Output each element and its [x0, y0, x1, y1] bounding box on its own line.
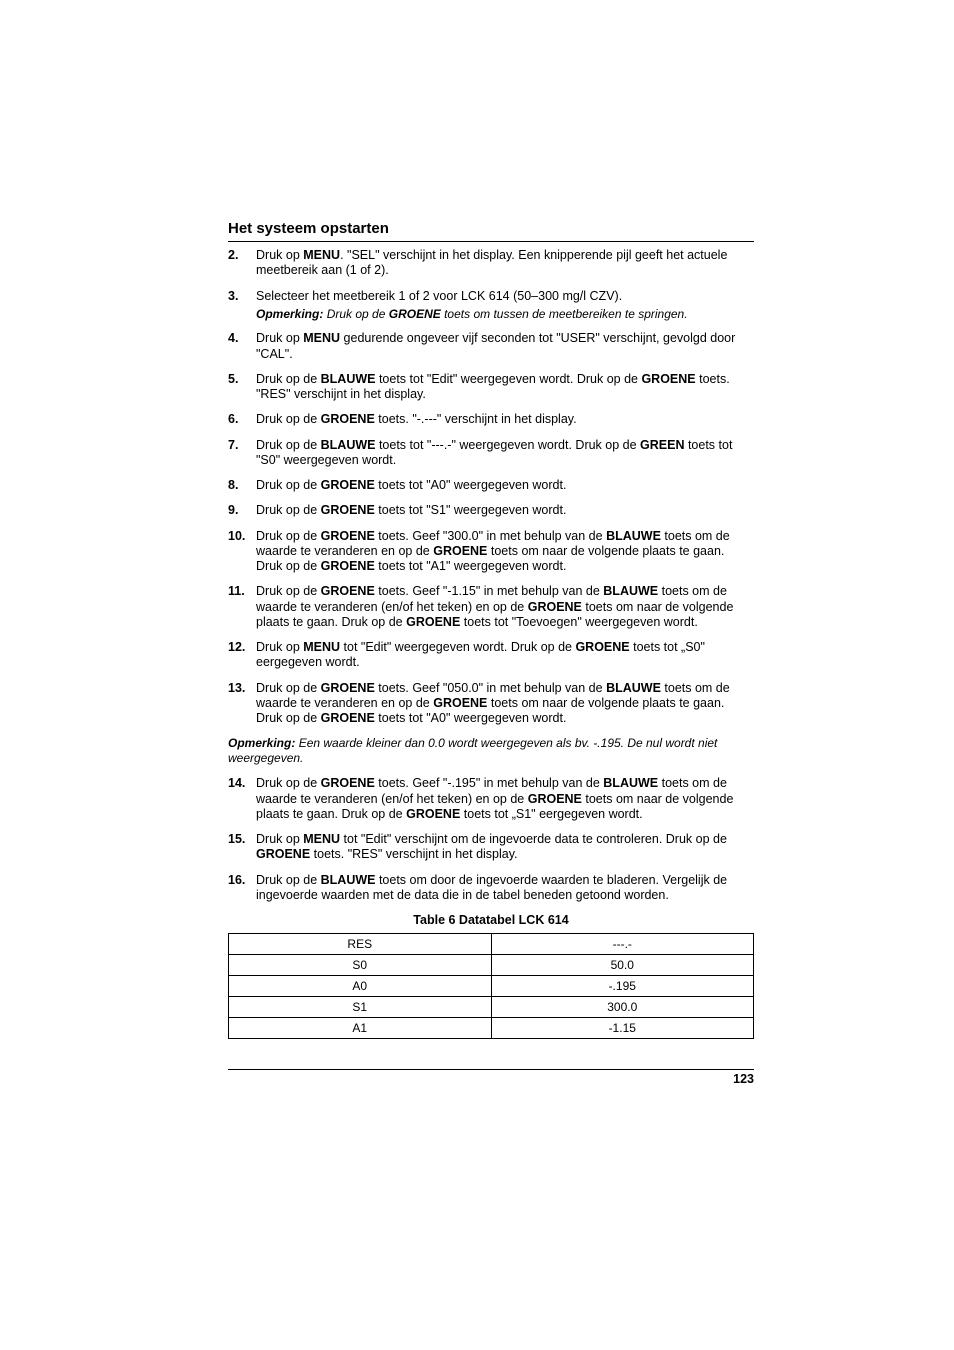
- step-item: 9.Druk op de GROENE toets tot "S1" weerg…: [228, 503, 754, 518]
- step-body: Druk op MENU tot "Edit" weergegeven word…: [256, 640, 754, 671]
- step-item: 2.Druk op MENU. "SEL" verschijnt in het …: [228, 248, 754, 279]
- table-cell: S1: [229, 997, 492, 1018]
- step-item: 11.Druk op de GROENE toets. Geef "-1.15"…: [228, 584, 754, 630]
- step-number: 14.: [228, 776, 256, 822]
- table-cell: -1.15: [491, 1018, 754, 1039]
- page-number: 123: [228, 1072, 754, 1086]
- step-item: 5.Druk op de BLAUWE toets tot "Edit" wee…: [228, 372, 754, 403]
- step-item: 14.Druk op de GROENE toets. Geef "-.195"…: [228, 776, 754, 822]
- table-cell: -.195: [491, 976, 754, 997]
- step-body: Druk op de BLAUWE toets tot "Edit" weerg…: [256, 372, 754, 403]
- step-item: 8.Druk op de GROENE toets tot "A0" weerg…: [228, 478, 754, 493]
- mid-note: Opmerking: Een waarde kleiner dan 0.0 wo…: [228, 736, 754, 766]
- step-item: 6.Druk op de GROENE toets. "-.---" versc…: [228, 412, 754, 427]
- step-number: 6.: [228, 412, 256, 427]
- step-number: 9.: [228, 503, 256, 518]
- step-number: 13.: [228, 681, 256, 727]
- table-row: A0-.195: [229, 976, 754, 997]
- step-number: 5.: [228, 372, 256, 403]
- steps-list-continued: 14.Druk op de GROENE toets. Geef "-.195"…: [228, 776, 754, 903]
- step-item: 7.Druk op de BLAUWE toets tot "---.-" we…: [228, 438, 754, 469]
- step-number: 15.: [228, 832, 256, 863]
- steps-list: 2.Druk op MENU. "SEL" verschijnt in het …: [228, 248, 754, 726]
- step-item: 15.Druk op MENU tot "Edit" verschijnt om…: [228, 832, 754, 863]
- step-number: 10.: [228, 529, 256, 575]
- step-number: 8.: [228, 478, 256, 493]
- step-body: Druk op de BLAUWE toets tot "---.-" weer…: [256, 438, 754, 469]
- footer-rule: [228, 1069, 754, 1070]
- step-number: 16.: [228, 873, 256, 904]
- step-number: 3.: [228, 289, 256, 322]
- step-item: 16.Druk op de BLAUWE toets om door de in…: [228, 873, 754, 904]
- step-item: 3.Selecteer het meetbereik 1 of 2 voor L…: [228, 289, 754, 322]
- step-note: Opmerking: Druk op de GROENE toets om tu…: [256, 307, 754, 322]
- table-cell: ---.-: [491, 934, 754, 955]
- table-row: S1300.0: [229, 997, 754, 1018]
- step-body: Druk op MENU gedurende ongeveer vijf sec…: [256, 331, 754, 362]
- title-rule: [228, 241, 754, 242]
- step-body: Selecteer het meetbereik 1 of 2 voor LCK…: [256, 289, 754, 322]
- step-number: 11.: [228, 584, 256, 630]
- table-caption: Table 6 Datatabel LCK 614: [228, 913, 754, 927]
- step-number: 2.: [228, 248, 256, 279]
- step-body: Druk op de BLAUWE toets om door de ingev…: [256, 873, 754, 904]
- step-body: Druk op de GROENE toets. Geef "-.195" in…: [256, 776, 754, 822]
- section-title: Het systeem opstarten: [228, 220, 754, 237]
- table-cell: A1: [229, 1018, 492, 1039]
- document-page: Het systeem opstarten 2.Druk op MENU. "S…: [0, 0, 954, 1350]
- table-cell: S0: [229, 955, 492, 976]
- table-cell: 300.0: [491, 997, 754, 1018]
- step-number: 12.: [228, 640, 256, 671]
- step-body: Druk op de GROENE toets. Geef "-1.15" in…: [256, 584, 754, 630]
- table-row: RES---.-: [229, 934, 754, 955]
- step-body: Druk op de GROENE toets. Geef "050.0" in…: [256, 681, 754, 727]
- table-cell: A0: [229, 976, 492, 997]
- step-number: 4.: [228, 331, 256, 362]
- step-item: 12.Druk op MENU tot "Edit" weergegeven w…: [228, 640, 754, 671]
- table-row: A1-1.15: [229, 1018, 754, 1039]
- table-cell: 50.0: [491, 955, 754, 976]
- step-body: Druk op de GROENE toets tot "A0" weergeg…: [256, 478, 754, 493]
- step-body: Druk op MENU tot "Edit" verschijnt om de…: [256, 832, 754, 863]
- step-body: Druk op de GROENE toets tot "S1" weergeg…: [256, 503, 754, 518]
- step-item: 13.Druk op de GROENE toets. Geef "050.0"…: [228, 681, 754, 727]
- step-body: Druk op de GROENE toets. Geef "300.0" in…: [256, 529, 754, 575]
- step-item: 10.Druk op de GROENE toets. Geef "300.0"…: [228, 529, 754, 575]
- data-table: RES---.-S050.0A0-.195S1300.0A1-1.15: [228, 933, 754, 1039]
- step-body: Druk op MENU. "SEL" verschijnt in het di…: [256, 248, 754, 279]
- step-item: 4.Druk op MENU gedurende ongeveer vijf s…: [228, 331, 754, 362]
- step-number: 7.: [228, 438, 256, 469]
- table-row: S050.0: [229, 955, 754, 976]
- step-body: Druk op de GROENE toets. "-.---" verschi…: [256, 412, 754, 427]
- table-cell: RES: [229, 934, 492, 955]
